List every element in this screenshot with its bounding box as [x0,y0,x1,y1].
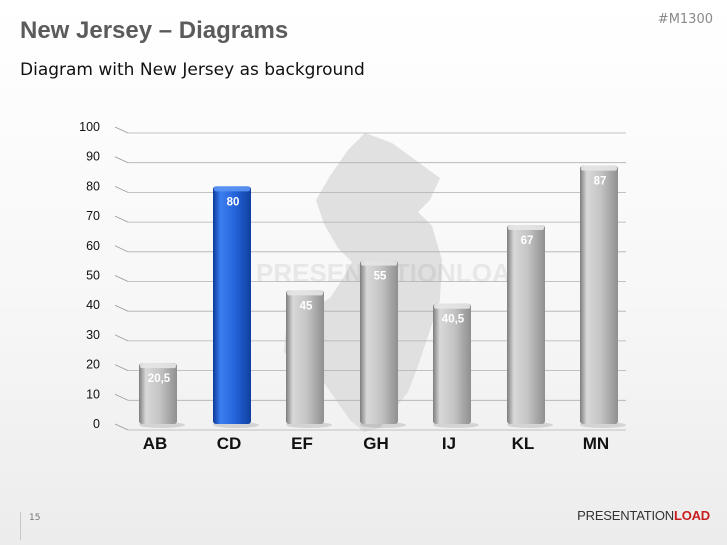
y-tick-label: 40 [86,298,100,312]
y-tick-label: 20 [86,358,100,372]
bar-top-cap [581,165,617,171]
bar-value-label: 45 [300,300,313,312]
bar-value-label: 87 [594,176,607,188]
bar-value-label: 80 [227,196,240,208]
bar-value-label: 67 [521,235,534,247]
y-tick-label: 0 [93,417,100,431]
bar-top-cap [508,225,544,231]
brand-logo: PRESENTATIONLOAD [577,508,710,523]
bar-ij [433,303,471,424]
x-category-label: IJ [442,434,456,453]
bar-top-cap [361,260,397,266]
grid-line-diagonal [114,245,129,253]
page-title: New Jersey – Diagrams [20,17,289,44]
x-category-label: CD [217,434,242,453]
x-category-label: MN [583,434,609,453]
bar-value-label: 20,5 [148,373,171,385]
bar-chart: PRESENTATIONLOAD 01020304050607080901002… [79,120,626,453]
grid-line-diagonal [114,156,129,164]
page-subtitle: Diagram with New Jersey as background [20,60,365,80]
x-category-label: GH [363,434,389,453]
bar-value-label: 40,5 [442,314,465,326]
bar-top-cap [214,186,250,192]
brand-logo-part1: PRESENTATION [577,508,674,523]
y-tick-label: 80 [86,179,100,193]
y-tick-label: 90 [86,150,100,164]
grid-line-diagonal [114,126,129,134]
bar-value-label: 55 [374,271,387,283]
y-tick-label: 100 [79,120,100,134]
x-category-label: KL [512,434,535,453]
y-tick-label: 70 [86,209,100,223]
grid-line-diagonal [114,275,129,282]
grid-line-diagonal [114,215,129,223]
grid-line-diagonal [114,423,129,431]
brand-logo-part2: LOAD [673,508,710,523]
bar-mn [580,165,618,425]
y-tick-label: 10 [86,387,100,401]
bar-top-cap [140,363,176,369]
y-tick-label: 30 [86,328,100,342]
y-tick-label: 50 [86,269,100,283]
bar-cd [213,186,251,424]
grid-line-diagonal [114,364,129,371]
bar-ab [139,363,177,424]
footer-divider [20,512,21,540]
x-category-label: AB [143,434,168,453]
bar-gh [360,260,398,424]
bar-top-cap [287,290,323,296]
grid-line-diagonal [114,393,129,401]
bar-kl [507,225,545,424]
bar-ef [286,290,324,424]
slide-code: #M1300 [657,12,713,27]
page-number: 15 [29,513,41,523]
x-category-label: EF [291,434,313,453]
bar-top-cap [434,303,470,309]
grid-line-diagonal [114,334,129,342]
y-tick-label: 60 [86,239,100,253]
grid-line-diagonal [114,304,129,312]
grid-line-diagonal [114,186,129,193]
